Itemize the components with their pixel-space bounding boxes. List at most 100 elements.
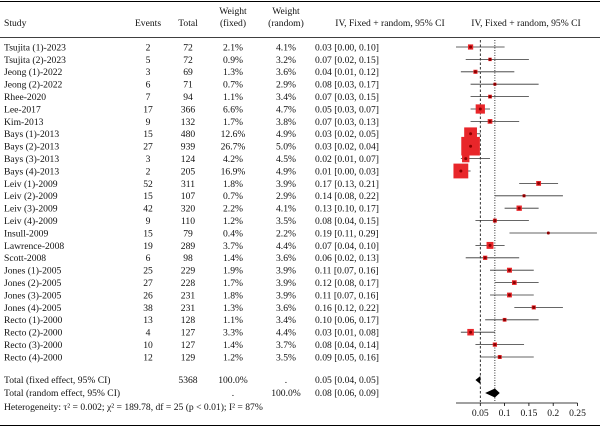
study-total: 205 (181, 166, 196, 177)
study-total: 98 (183, 253, 193, 264)
study-weight-fixed: 1.7% (223, 117, 243, 128)
study-events: 27 (143, 142, 153, 153)
plot-marks (453, 44, 597, 359)
study-weight-random: 4.7% (276, 104, 296, 115)
x-tick-label: 0.05 (472, 408, 489, 419)
study-events: 10 (143, 340, 153, 351)
study-total: 127 (181, 340, 196, 351)
study-point-estimate (522, 194, 526, 198)
study-point-estimate (546, 231, 550, 235)
study-ci: 0.05 [0.03, 0.07] (315, 104, 379, 115)
study-weight-fixed: 2.2% (223, 204, 243, 215)
study-ci: 0.16 [0.12, 0.22] (315, 303, 379, 314)
study-weight-random: 4.9% (276, 129, 296, 140)
study-point-estimate (498, 355, 502, 359)
study-point-estimate (507, 268, 511, 272)
study-weight-fixed: 12.6% (221, 129, 246, 140)
study-events: 52 (143, 179, 153, 190)
study-name: Lawrence-2008 (4, 241, 64, 252)
study-ci: 0.07 [0.03, 0.13] (315, 117, 379, 128)
study-weight-random: 2.9% (276, 191, 296, 202)
study-total: 128 (181, 315, 196, 326)
study-weight-random: 3.5% (276, 216, 296, 227)
study-weight-fixed: 0.4% (223, 228, 243, 239)
study-point-estimate (488, 243, 492, 247)
study-point-estimate (469, 45, 473, 49)
study-name: Tsujita (2)-2023 (4, 55, 66, 66)
study-weight-random: 3.9% (276, 266, 296, 277)
study-weight-random: 2.2% (276, 228, 296, 239)
x-tick-label: 0.25 (569, 408, 586, 419)
study-weight-random: 3.5% (276, 352, 296, 363)
study-weight-random: 3.6% (276, 253, 296, 264)
study-weight-fixed: 1.2% (223, 352, 243, 363)
study-weight-fixed: 1.3% (223, 67, 243, 78)
study-events: 3 (146, 67, 151, 78)
study-total: 79 (183, 228, 193, 239)
study-ci: 0.11 [0.07, 0.16] (315, 266, 379, 277)
study-name: Jones (2)-2005 (4, 278, 61, 289)
study-ci: 0.03 [0.00, 0.10] (315, 42, 379, 53)
header-study: Study (4, 18, 27, 29)
study-ci: 0.03 [0.02, 0.05] (315, 129, 379, 140)
study-point-estimate (493, 82, 497, 86)
x-tick-label: 0.2 (547, 408, 559, 419)
study-point-estimate (537, 181, 541, 185)
fixed-total-ci: 0.05 [0.04, 0.05] (315, 375, 379, 386)
study-ci: 0.14 [0.08, 0.22] (315, 191, 379, 202)
study-events: 13 (143, 315, 153, 326)
study-weight-fixed: 26.7% (221, 142, 246, 153)
study-events: 25 (143, 266, 153, 277)
study-point-estimate (503, 318, 507, 322)
study-total: 69 (183, 67, 193, 78)
study-total: 229 (181, 266, 196, 277)
study-name: Leiv (3)-2009 (4, 204, 58, 215)
study-events: 12 (143, 352, 153, 363)
study-name: Bays (4)-2013 (4, 166, 59, 177)
study-name: Bays (1)-2013 (4, 129, 59, 140)
study-name: Bays (2)-2013 (4, 142, 59, 153)
study-point-estimate (464, 157, 468, 161)
study-total: 231 (181, 290, 196, 301)
study-weight-random: 5.0% (276, 142, 296, 153)
study-ci: 0.01 [0.00, 0.03] (315, 166, 379, 177)
study-total: 110 (181, 216, 195, 227)
study-ci: 0.07 [0.04, 0.10] (315, 241, 379, 252)
study-weight-fixed: 16.9% (221, 166, 246, 177)
study-weight-fixed: 3.7% (223, 241, 243, 252)
study-name: Leiv (4)-2009 (4, 216, 58, 227)
study-point-estimate (488, 119, 492, 123)
study-events: 42 (143, 204, 153, 215)
study-total: 311 (181, 179, 195, 190)
study-weight-fixed: 1.8% (223, 179, 243, 190)
study-name: Lee-2017 (4, 104, 41, 115)
study-weight-fixed: 4.2% (223, 154, 243, 165)
study-name: Recto (2)-2000 (4, 328, 63, 339)
study-total: 72 (183, 55, 193, 66)
study-name: Rhee-2020 (4, 92, 46, 103)
fixed-total-label: Total (fixed effect, 95% CI) (4, 375, 111, 386)
study-point-estimate (488, 95, 492, 99)
study-weight-fixed: 1.1% (223, 315, 243, 326)
study-total: 94 (183, 92, 193, 103)
study-name: Recto (4)-2000 (4, 352, 63, 363)
study-ci: 0.08 [0.03, 0.17] (315, 80, 379, 91)
study-events: 2 (146, 166, 151, 177)
study-name: Jones (1)-2005 (4, 266, 61, 277)
header-total: Total (178, 18, 198, 29)
study-weight-fixed: 1.9% (223, 266, 243, 277)
study-events: 3 (146, 154, 151, 165)
study-ci: 0.10 [0.06, 0.17] (315, 315, 379, 326)
study-ci: 0.19 [0.11, 0.29] (315, 228, 379, 239)
header-plot: IV, Fixed + random, 95% CI (471, 18, 580, 29)
fixed-effect-diamond (475, 376, 481, 384)
study-point-estimate (478, 107, 482, 111)
study-name: Recto (3)-2000 (4, 340, 63, 351)
study-total: 228 (181, 278, 196, 289)
study-total: 107 (181, 191, 196, 202)
study-weight-fixed: 1.7% (223, 278, 243, 289)
study-events: 6 (146, 80, 151, 91)
study-ci: 0.13 [0.10, 0.17] (315, 204, 379, 215)
study-events: 2 (146, 42, 151, 53)
